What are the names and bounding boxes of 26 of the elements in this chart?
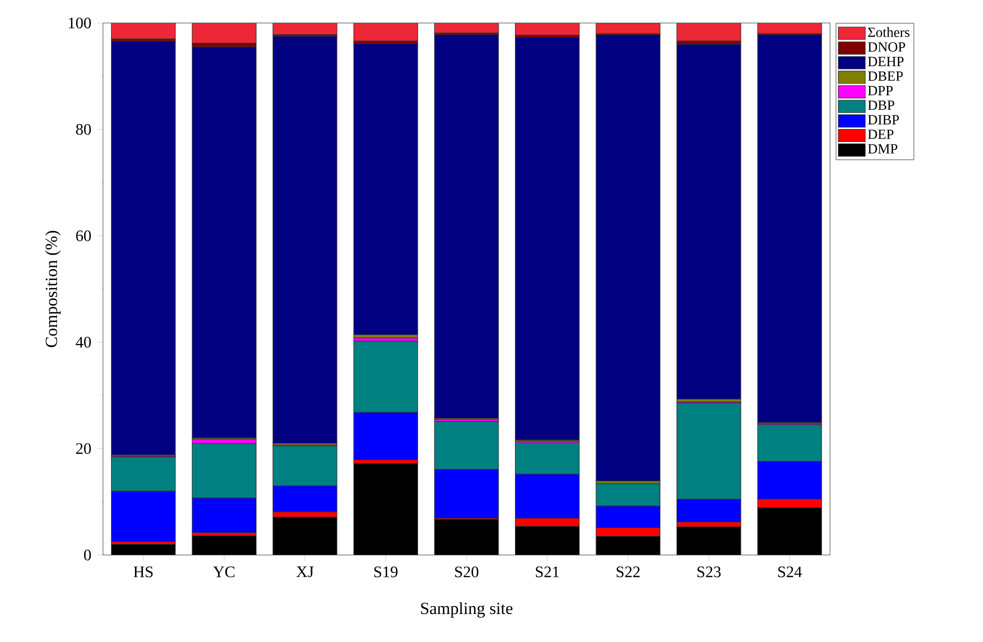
legend-label: DBP bbox=[868, 100, 894, 110]
y-axis-title: Composition (%) bbox=[45, 230, 61, 348]
legend-label: Σothers bbox=[868, 27, 910, 38]
legend-label: DBEP bbox=[868, 71, 903, 81]
x-tick-label: S23 bbox=[697, 566, 721, 578]
x-tick-label: S21 bbox=[536, 566, 559, 578]
y-tick-label: 20 bbox=[76, 443, 91, 454]
y-tick-label: 100 bbox=[68, 18, 91, 28]
y-tick-label: 80 bbox=[76, 124, 91, 135]
x-tick-label: HS bbox=[134, 566, 153, 578]
legend-label: DMP bbox=[868, 144, 898, 154]
x-tick-label: S24 bbox=[778, 566, 802, 578]
x-axis-title: Sampling site bbox=[421, 602, 512, 618]
legend-label: DPP bbox=[868, 86, 893, 96]
legend-label: DIBP bbox=[868, 115, 899, 124]
legend-label: DEP bbox=[868, 130, 894, 139]
x-tick-label: S20 bbox=[455, 566, 478, 578]
legend-label: DNOP bbox=[868, 42, 906, 52]
y-tick-label: 60 bbox=[76, 230, 91, 242]
x-tick-label: XJ bbox=[296, 566, 314, 578]
x-tick-label: YC bbox=[213, 566, 234, 578]
x-tick-label: S22 bbox=[616, 566, 640, 578]
legend-label: DEHP bbox=[868, 56, 904, 66]
y-tick-label: 40 bbox=[76, 336, 91, 348]
x-tick-label: S19 bbox=[374, 566, 398, 578]
y-tick-label: 0 bbox=[84, 550, 91, 560]
